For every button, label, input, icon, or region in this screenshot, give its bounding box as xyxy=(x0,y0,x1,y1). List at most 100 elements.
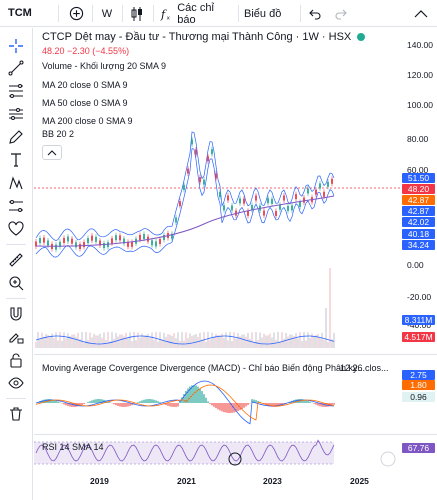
indicator-ma20[interactable]: MA 20 close 0 SMA 9 xyxy=(42,80,128,90)
volume-bar xyxy=(47,335,49,348)
macd-histogram-bar xyxy=(303,399,305,403)
macd-histogram-bar xyxy=(153,399,155,403)
volume-bar xyxy=(137,332,139,348)
volume-bar xyxy=(57,340,59,348)
volume-bar xyxy=(325,308,327,348)
crosshair-tool[interactable] xyxy=(6,36,26,56)
volume-bar xyxy=(111,332,113,348)
macd-histogram-bar xyxy=(197,386,199,403)
macd-histogram-bar xyxy=(219,403,221,411)
chart-area[interactable]: CTCP Dệt may - Đầu tư - Thương mại Thành… xyxy=(34,28,437,500)
time-tick-label: 2021 xyxy=(177,476,196,486)
measure-tool[interactable] xyxy=(6,250,26,270)
indicator-ma50[interactable]: MA 50 close 0 SMA 9 xyxy=(42,98,128,108)
favorites-tool[interactable] xyxy=(6,219,26,239)
macd-histogram-bar xyxy=(271,403,273,407)
candle-body xyxy=(215,173,217,179)
xabcd-pattern-icon xyxy=(9,176,23,190)
interval-button[interactable]: W xyxy=(101,7,113,20)
volume-bar xyxy=(123,336,125,348)
chart-type-button[interactable]: Biểu đồ xyxy=(244,7,282,20)
volume-bar xyxy=(223,337,225,348)
undo-button[interactable] xyxy=(306,4,324,23)
volume-bar xyxy=(267,335,269,348)
volume-bar xyxy=(201,339,203,348)
time-tick-label: 2025 xyxy=(350,476,369,486)
candle-body xyxy=(95,236,97,242)
volume-bar xyxy=(179,340,181,348)
volume-bar xyxy=(171,336,173,348)
volume-bar xyxy=(215,333,217,348)
macd-histogram-bar xyxy=(255,400,257,403)
volume-bar xyxy=(309,337,311,348)
heart-icon xyxy=(8,221,24,236)
time-axis[interactable]: 2019 2021 2023 2025 xyxy=(34,474,404,488)
volume-bar xyxy=(313,335,315,348)
indicator-volume[interactable]: Volume - Khối lượng 20 SMA 9 xyxy=(42,61,166,71)
price-axis[interactable]: 140.00 120.00 100.00 80.00 60.00 0.00 -20.00 -4… xyxy=(402,28,437,500)
macd-histogram-bar xyxy=(93,399,95,403)
volume-bar xyxy=(243,334,245,348)
trend-line-tool[interactable] xyxy=(6,58,26,78)
separator xyxy=(6,244,26,245)
zoom-tool[interactable] xyxy=(6,273,26,293)
volume-bar xyxy=(87,339,89,348)
volume-bar xyxy=(133,332,135,348)
volume-bar xyxy=(147,333,149,348)
macd-histogram-bar xyxy=(327,403,329,407)
more-button[interactable] xyxy=(412,4,430,23)
macd-histogram-bar xyxy=(293,400,295,403)
price-tick-label: 100.00 xyxy=(407,100,433,110)
macd-histogram-bar xyxy=(109,402,111,403)
collapse-legend-button[interactable] xyxy=(42,145,62,160)
volume-bar xyxy=(291,334,293,348)
volume-bar xyxy=(41,332,43,348)
rsi-legend[interactable]: RSI 14 SMA 14 xyxy=(42,442,104,452)
volume-bar xyxy=(251,332,253,348)
candle-body xyxy=(87,238,89,244)
price-tick-label: 0.00 xyxy=(407,260,424,270)
macd-histogram-bar xyxy=(213,403,215,407)
candle-body xyxy=(67,236,69,242)
volume-bar xyxy=(255,332,257,348)
macd-histogram-bar xyxy=(323,403,325,407)
macd-histogram-bar xyxy=(177,403,179,407)
prediction-tool[interactable] xyxy=(6,196,26,216)
candle-body xyxy=(195,149,197,155)
indicator-ma200[interactable]: MA 200 close 0 SMA 9 xyxy=(42,116,133,126)
pattern-tool[interactable] xyxy=(6,104,26,124)
indicator-bb[interactable]: BB 20 2 xyxy=(42,129,75,139)
volume-bar xyxy=(131,341,133,348)
brush-tool[interactable] xyxy=(6,127,26,147)
add-symbol-button[interactable] xyxy=(66,4,86,23)
macd-histogram-bar xyxy=(55,400,57,403)
macd-histogram-bar xyxy=(295,399,297,403)
text-tool[interactable] xyxy=(6,150,26,170)
redo-button[interactable] xyxy=(332,4,350,23)
candle-body xyxy=(35,241,37,247)
volume-bar xyxy=(193,334,195,348)
volume-bar xyxy=(249,338,251,348)
candle-body xyxy=(99,240,101,246)
candle-body xyxy=(303,197,305,203)
lock-icon xyxy=(10,353,22,368)
macd-legend[interactable]: Moving Average Covergence Divergence (MA… xyxy=(42,363,365,373)
prediction-icon xyxy=(9,200,23,212)
macd-histogram-bar xyxy=(215,403,217,409)
candles-button[interactable] xyxy=(128,4,146,23)
pattern-xabcd-tool[interactable] xyxy=(6,173,26,193)
lock-drawings-tool[interactable] xyxy=(6,327,26,347)
fib-tool[interactable] xyxy=(6,81,26,101)
volume-bar xyxy=(263,333,265,348)
hide-drawings-tool[interactable] xyxy=(6,373,26,393)
lock-tool[interactable] xyxy=(6,350,26,370)
price-chart-canvas[interactable] xyxy=(34,28,404,474)
magnet-tool[interactable] xyxy=(6,304,26,324)
candle-body xyxy=(231,205,233,211)
macd-histogram-bar xyxy=(173,403,175,407)
symbol-search[interactable]: TCM xyxy=(8,7,32,19)
remove-drawings-tool[interactable] xyxy=(6,404,26,424)
volume-bar xyxy=(315,335,317,348)
volume-bar xyxy=(83,341,85,348)
